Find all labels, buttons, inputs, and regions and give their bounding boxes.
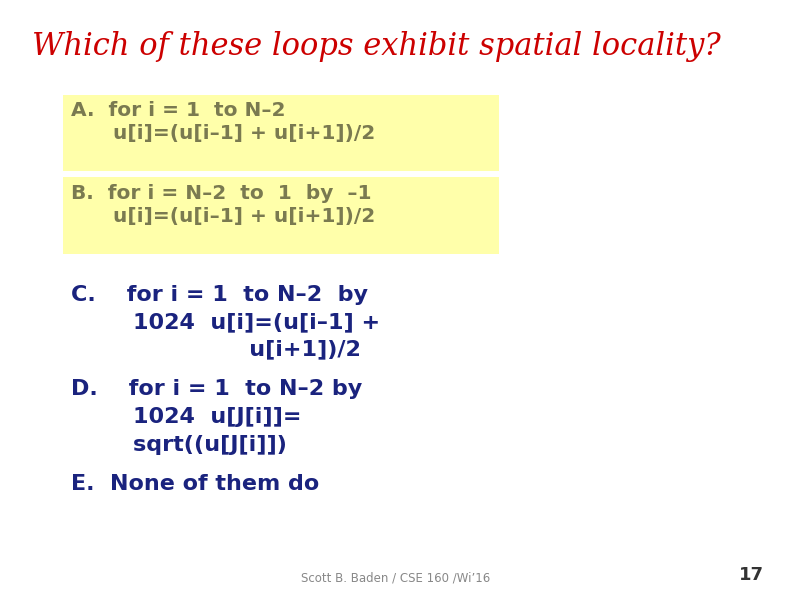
Text: Scott B. Baden / CSE 160 /Wi’16: Scott B. Baden / CSE 160 /Wi’16 bbox=[302, 572, 490, 584]
Text: Which of these loops exhibit spatial locality?: Which of these loops exhibit spatial loc… bbox=[32, 31, 721, 62]
Bar bbox=[63, 95, 499, 171]
Text: u[i]=(u[i–1] + u[i+1])/2: u[i]=(u[i–1] + u[i+1])/2 bbox=[71, 207, 375, 226]
Text: D.    for i = 1  to N–2 by: D. for i = 1 to N–2 by bbox=[71, 379, 363, 400]
Text: A.  for i = 1  to N–2: A. for i = 1 to N–2 bbox=[71, 101, 286, 120]
Text: E.  None of them do: E. None of them do bbox=[71, 474, 319, 494]
Text: B.  for i = N–2  to  1  by  –1: B. for i = N–2 to 1 by –1 bbox=[71, 184, 371, 203]
Bar bbox=[63, 177, 499, 254]
Text: u[i]=(u[i–1] + u[i+1])/2: u[i]=(u[i–1] + u[i+1])/2 bbox=[71, 124, 375, 143]
Text: C.    for i = 1  to N–2  by: C. for i = 1 to N–2 by bbox=[71, 285, 368, 305]
Text: 1024  u[i]=(u[i–1] +: 1024 u[i]=(u[i–1] + bbox=[71, 312, 380, 332]
Text: 1024  u[J[i]]=: 1024 u[J[i]]= bbox=[71, 407, 302, 427]
Text: 17: 17 bbox=[739, 567, 764, 584]
Text: sqrt((u[J[i]]): sqrt((u[J[i]]) bbox=[71, 435, 287, 455]
Text: u[i+1])/2: u[i+1])/2 bbox=[71, 340, 361, 360]
